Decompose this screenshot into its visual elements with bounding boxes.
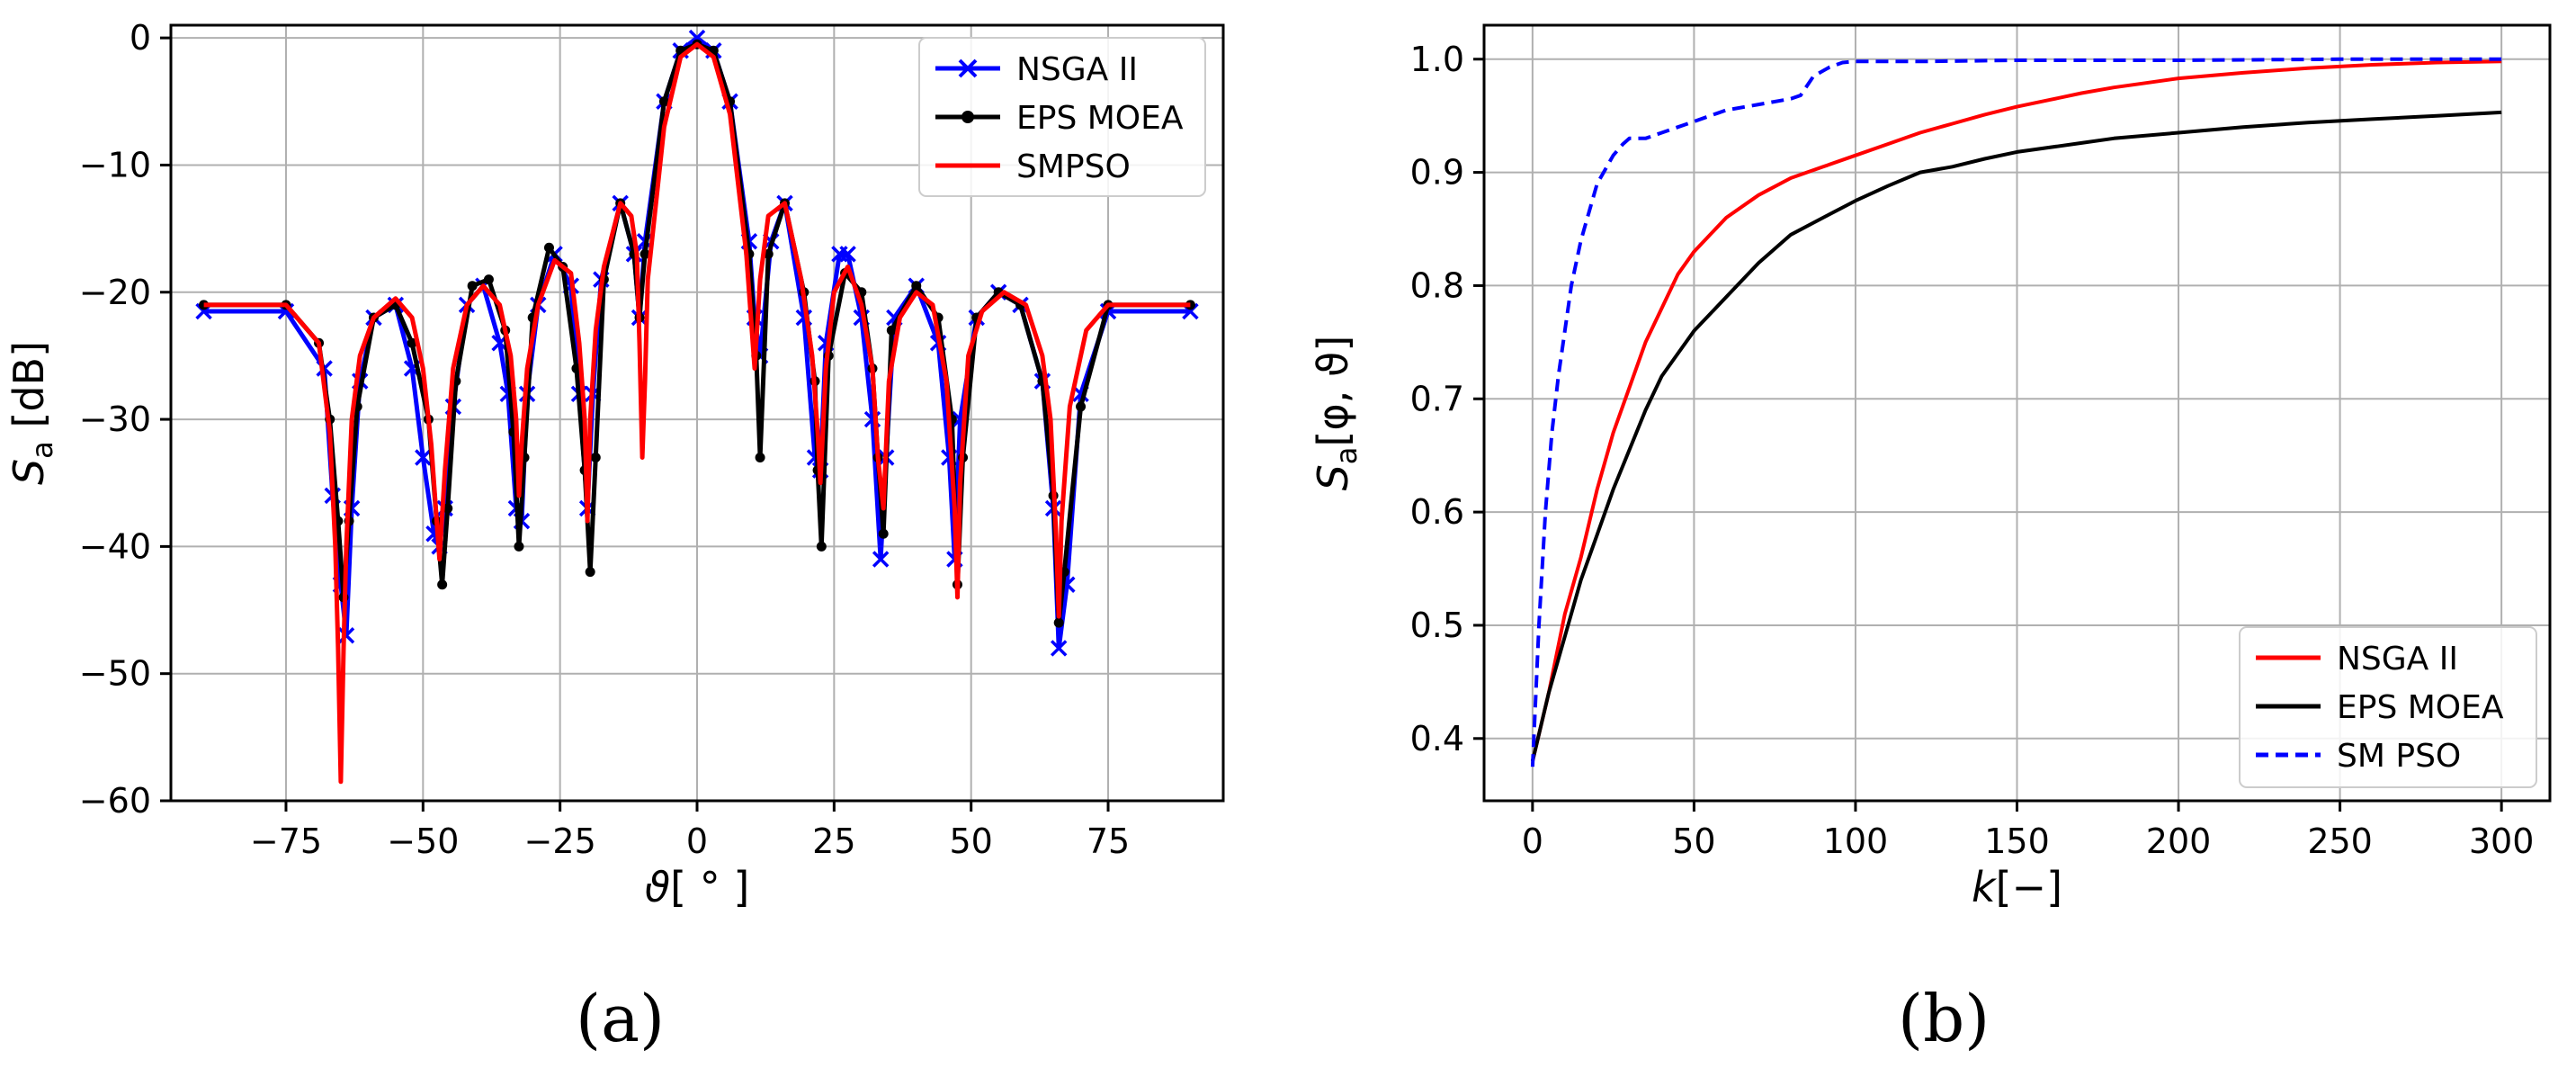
plot-area-b [1530,57,2502,767]
legend-box [2239,626,2537,788]
chart-b: 0 50 100 150 200 250 300 0.4 0.5 0.6 0.7 0.8 0.9 1.0 k… [1309,23,2552,911]
data-point-eps-moea [543,242,554,253]
data-point-eps-moea [1053,617,1064,628]
data-point-eps-moea [816,541,827,552]
y-tick-label: 0.6 [1410,492,1464,532]
data-point-eps-moea [585,567,595,578]
x-tick-label: 25 [812,821,855,861]
data-point-eps-moea [199,300,210,310]
x-tick-label: 50 [1672,821,1715,861]
data-point-eps-moea [467,281,478,292]
legend-label-nsga-ii: NSGA II [2337,641,2458,678]
x-tick-label: −50 [387,821,459,861]
y-tick-label: 0.4 [1410,719,1464,758]
x-tick-label: 75 [1087,821,1130,861]
caption-b: (b) [1898,981,1990,1056]
data-point-eps-moea [437,579,448,590]
y-tick-label: 0.7 [1410,379,1464,418]
y-tick-label: −60 [79,781,151,821]
caption-a: (a) [576,981,666,1056]
y-tick-label: 0 [130,18,151,58]
x-tick-label: 0 [686,821,708,861]
chart-a: −75 −50 −25 0 25 50 75 0 −10 −20 −30 −40 −50 −60 ϑ[ ° … [4,18,1225,911]
x-axis-label: k[−] [1972,863,2062,911]
y-tick-label: 0.8 [1410,265,1464,305]
data-point-nsga-ii [872,551,890,568]
x-tick-label: −75 [250,821,322,861]
legend-label-eps-moea: EPS MOEA [1016,100,1184,137]
data-point-nsga-ii [1050,640,1068,657]
series-line-smpso [203,41,1191,785]
data-point-eps-moea [658,96,669,107]
y-tick-label: 0.5 [1410,606,1464,645]
x-tick-label: −25 [524,821,596,861]
y-axis-label: Sa [dB] [4,341,59,485]
y-tick-label: −30 [79,399,151,439]
series-line-sm-pso [1530,57,2502,767]
legend-label-nsga-ii: NSGA II [1016,51,1138,88]
series-line-nsga-ii [1530,59,2502,762]
data-point-nsga-ii [415,449,432,466]
data-point-eps-moea [640,248,650,259]
data-point-nsga-ii [688,29,706,47]
y-tick-label: −50 [79,654,151,694]
y-tick-label: 0.9 [1410,153,1464,193]
y-tick-label: −40 [79,526,151,566]
data-point-eps-moea [590,452,601,462]
data-point-eps-moea [443,503,453,514]
data-point-eps-moea [407,337,417,348]
data-point-eps-moea [1185,300,1195,310]
x-axis-label: ϑ[ ° ] [645,863,750,911]
data-point-eps-moea [483,274,494,285]
data-point-eps-moea [1076,401,1087,412]
legend-marker-nsga-ii [958,58,978,78]
y-tick-label: −10 [79,145,151,184]
x-tick-label: 250 [2307,821,2373,861]
legend: NSGA II EPS MOEA SMPSO [918,37,1206,197]
x-tick-label: 100 [1823,821,1889,861]
y-tick-label: −20 [79,273,151,312]
plot-area-a [195,29,1199,785]
data-point-nsga-ii [337,627,355,644]
data-point-eps-moea [878,528,889,539]
legend-box [918,37,1206,197]
data-point-nsga-ii [839,246,856,263]
x-tick-label: 150 [1984,821,2050,861]
legend-label-sm-pso: SM PSO [2337,738,2461,775]
x-tick-label: 200 [2146,821,2212,861]
y-axis-label: Sa[φ, ϑ] [1309,336,1364,491]
data-point-eps-moea [514,541,524,552]
legend-marker-eps-moea [962,111,974,123]
legend-label-eps-moea: EPS MOEA [2337,689,2504,726]
x-tick-label: 300 [2469,821,2535,861]
legend: NSGA II EPS MOEA SM PSO [2239,626,2537,788]
y-tick-label: 1.0 [1410,40,1464,79]
data-point-eps-moea [886,325,897,336]
data-point-eps-moea [755,452,765,462]
x-tick-label: 50 [950,821,993,861]
legend-label-smpso: SMPSO [1016,148,1131,185]
x-tick-label: 0 [1522,821,1543,861]
series-line-eps-moea [1530,110,2502,762]
data-point-eps-moea [911,281,922,292]
